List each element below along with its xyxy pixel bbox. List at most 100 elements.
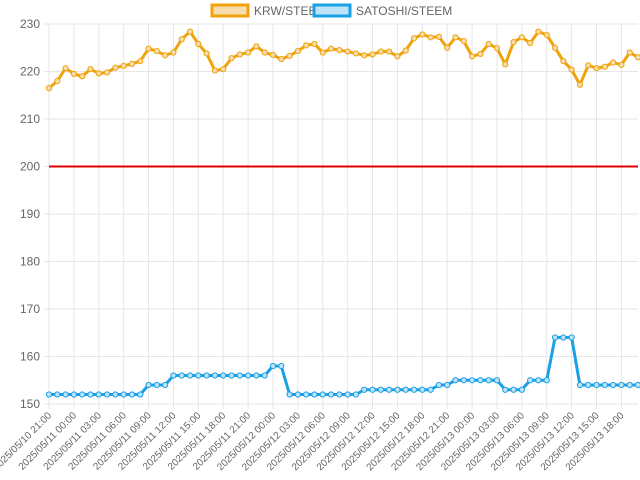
data-point[interactable] [460, 377, 467, 384]
data-point[interactable] [45, 85, 53, 92]
data-point[interactable] [610, 59, 617, 66]
data-point[interactable] [79, 73, 86, 80]
data-point[interactable] [95, 391, 102, 398]
data-point[interactable] [79, 391, 86, 398]
data-point[interactable] [170, 372, 177, 379]
data-point[interactable] [319, 391, 326, 398]
data-point[interactable] [502, 61, 509, 68]
data-point[interactable] [402, 386, 409, 393]
data-point[interactable] [220, 66, 227, 73]
data-point[interactable] [236, 372, 243, 379]
data-point[interactable] [186, 28, 194, 35]
data-point[interactable] [518, 386, 525, 393]
data-point[interactable] [336, 391, 343, 398]
data-point[interactable] [386, 386, 393, 393]
data-point[interactable] [452, 377, 459, 384]
data-point[interactable] [535, 377, 542, 384]
data-point[interactable] [137, 57, 144, 65]
data-point[interactable] [128, 391, 136, 398]
data-point[interactable] [253, 372, 260, 379]
data-point[interactable] [477, 377, 484, 384]
data-point[interactable] [560, 57, 567, 65]
data-point[interactable] [303, 42, 310, 49]
data-point[interactable] [468, 377, 476, 384]
data-point[interactable] [112, 391, 119, 398]
data-point[interactable] [419, 31, 426, 38]
data-point[interactable] [410, 386, 418, 393]
data-point[interactable] [319, 49, 326, 56]
data-point[interactable] [62, 65, 69, 72]
data-point[interactable] [145, 381, 152, 389]
data-point[interactable] [170, 49, 177, 56]
data-point[interactable] [103, 391, 111, 398]
data-point[interactable] [54, 77, 61, 85]
data-point[interactable] [585, 381, 592, 389]
data-point[interactable] [601, 381, 608, 389]
data-point[interactable] [377, 48, 384, 55]
data-point[interactable] [477, 50, 484, 58]
data-point[interactable] [386, 48, 393, 55]
data-point[interactable] [195, 372, 202, 379]
data-point[interactable] [344, 391, 351, 398]
data-point[interactable] [452, 34, 459, 41]
data-point[interactable] [626, 49, 633, 56]
data-point[interactable] [195, 40, 202, 48]
data-point[interactable] [527, 377, 534, 384]
data-point[interactable] [261, 372, 268, 379]
data-point[interactable] [178, 36, 185, 43]
data-point[interactable] [286, 52, 293, 59]
data-point[interactable] [54, 391, 61, 398]
data-point[interactable] [361, 52, 368, 59]
data-point[interactable] [634, 381, 640, 389]
data-point[interactable] [261, 49, 268, 56]
data-point[interactable] [601, 63, 608, 70]
data-point[interactable] [120, 391, 127, 398]
data-point[interactable] [70, 70, 77, 77]
data-point[interactable] [361, 386, 368, 393]
legend-item-satoshi-steem[interactable]: SATOSHI/STEEM [312, 3, 452, 18]
data-point[interactable] [527, 39, 534, 47]
data-point[interactable] [211, 67, 219, 74]
data-point[interactable] [186, 372, 194, 379]
data-point[interactable] [485, 377, 492, 384]
data-point[interactable] [593, 65, 600, 72]
data-point[interactable] [510, 38, 517, 46]
data-point[interactable] [244, 49, 252, 56]
data-point[interactable] [634, 54, 640, 61]
data-point[interactable] [394, 53, 401, 60]
data-point[interactable] [294, 47, 301, 55]
data-point[interactable] [568, 334, 575, 341]
data-point[interactable] [128, 60, 136, 68]
legend[interactable]: KRW/STEEM SATOSHI/STEEM [210, 3, 452, 18]
data-point[interactable] [70, 391, 77, 398]
data-point[interactable] [336, 47, 343, 54]
data-point[interactable] [419, 386, 426, 393]
data-point[interactable] [327, 391, 335, 398]
data-point[interactable] [278, 362, 285, 370]
data-point[interactable] [62, 391, 69, 398]
data-point[interactable] [444, 381, 451, 389]
data-point[interactable] [87, 66, 94, 73]
data-point[interactable] [427, 34, 434, 41]
data-point[interactable] [435, 381, 443, 389]
data-point[interactable] [211, 372, 219, 379]
data-point[interactable] [377, 386, 384, 393]
data-point[interactable] [435, 33, 443, 40]
data-point[interactable] [585, 62, 592, 69]
data-point[interactable] [228, 55, 235, 62]
data-point[interactable] [278, 56, 285, 63]
data-point[interactable] [137, 391, 144, 398]
data-point[interactable] [618, 61, 625, 68]
data-point[interactable] [510, 386, 517, 393]
data-point[interactable] [294, 391, 301, 398]
data-point[interactable] [493, 45, 501, 52]
data-point[interactable] [352, 50, 360, 57]
data-point[interactable] [468, 53, 476, 60]
data-point[interactable] [402, 47, 409, 54]
data-point[interactable] [112, 64, 119, 71]
data-point[interactable] [460, 38, 467, 45]
data-point[interactable] [87, 391, 94, 398]
data-point[interactable] [551, 334, 559, 341]
data-point[interactable] [444, 44, 451, 51]
data-point[interactable] [344, 48, 351, 55]
